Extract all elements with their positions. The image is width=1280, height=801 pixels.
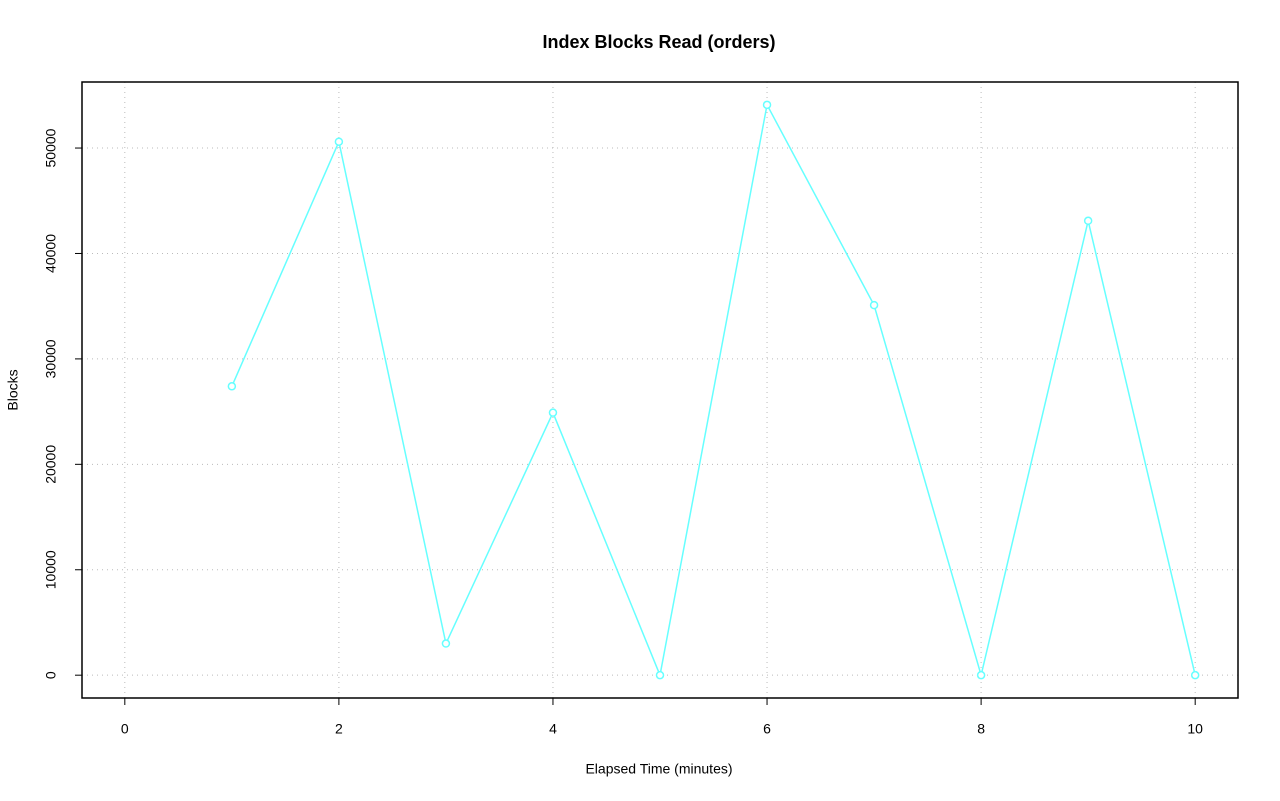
data-point xyxy=(227,382,237,391)
y-tick-label: 0 xyxy=(43,671,59,679)
data-point xyxy=(548,408,558,417)
data-point xyxy=(869,300,879,310)
data-point xyxy=(762,100,772,110)
data-point xyxy=(1190,670,1200,680)
series-line xyxy=(231,102,1196,679)
data-point xyxy=(976,670,986,680)
x-tick-label: 0 xyxy=(121,721,129,737)
x-tick-label: 10 xyxy=(1187,721,1203,737)
x-tick-label: 6 xyxy=(763,721,771,737)
y-tick-label: 30000 xyxy=(43,339,59,378)
x-axis-title: Elapsed Time (minutes) xyxy=(585,761,732,777)
y-tick-label: 20000 xyxy=(43,445,59,484)
data-point xyxy=(1083,216,1093,226)
y-tick-label: 10000 xyxy=(43,550,59,589)
data-point xyxy=(334,137,344,146)
x-tick-label: 2 xyxy=(335,721,343,737)
x-tick-label: 8 xyxy=(977,721,985,737)
x-tick-label: 4 xyxy=(549,721,557,737)
data-point xyxy=(655,670,665,680)
y-tick-label: 50000 xyxy=(43,128,59,167)
data-point xyxy=(441,639,451,648)
chart-title: Index Blocks Read (orders) xyxy=(542,32,775,52)
y-axis-title: Blocks xyxy=(5,369,21,410)
y-tick-label: 40000 xyxy=(43,234,59,273)
plot-frame xyxy=(81,81,1239,699)
